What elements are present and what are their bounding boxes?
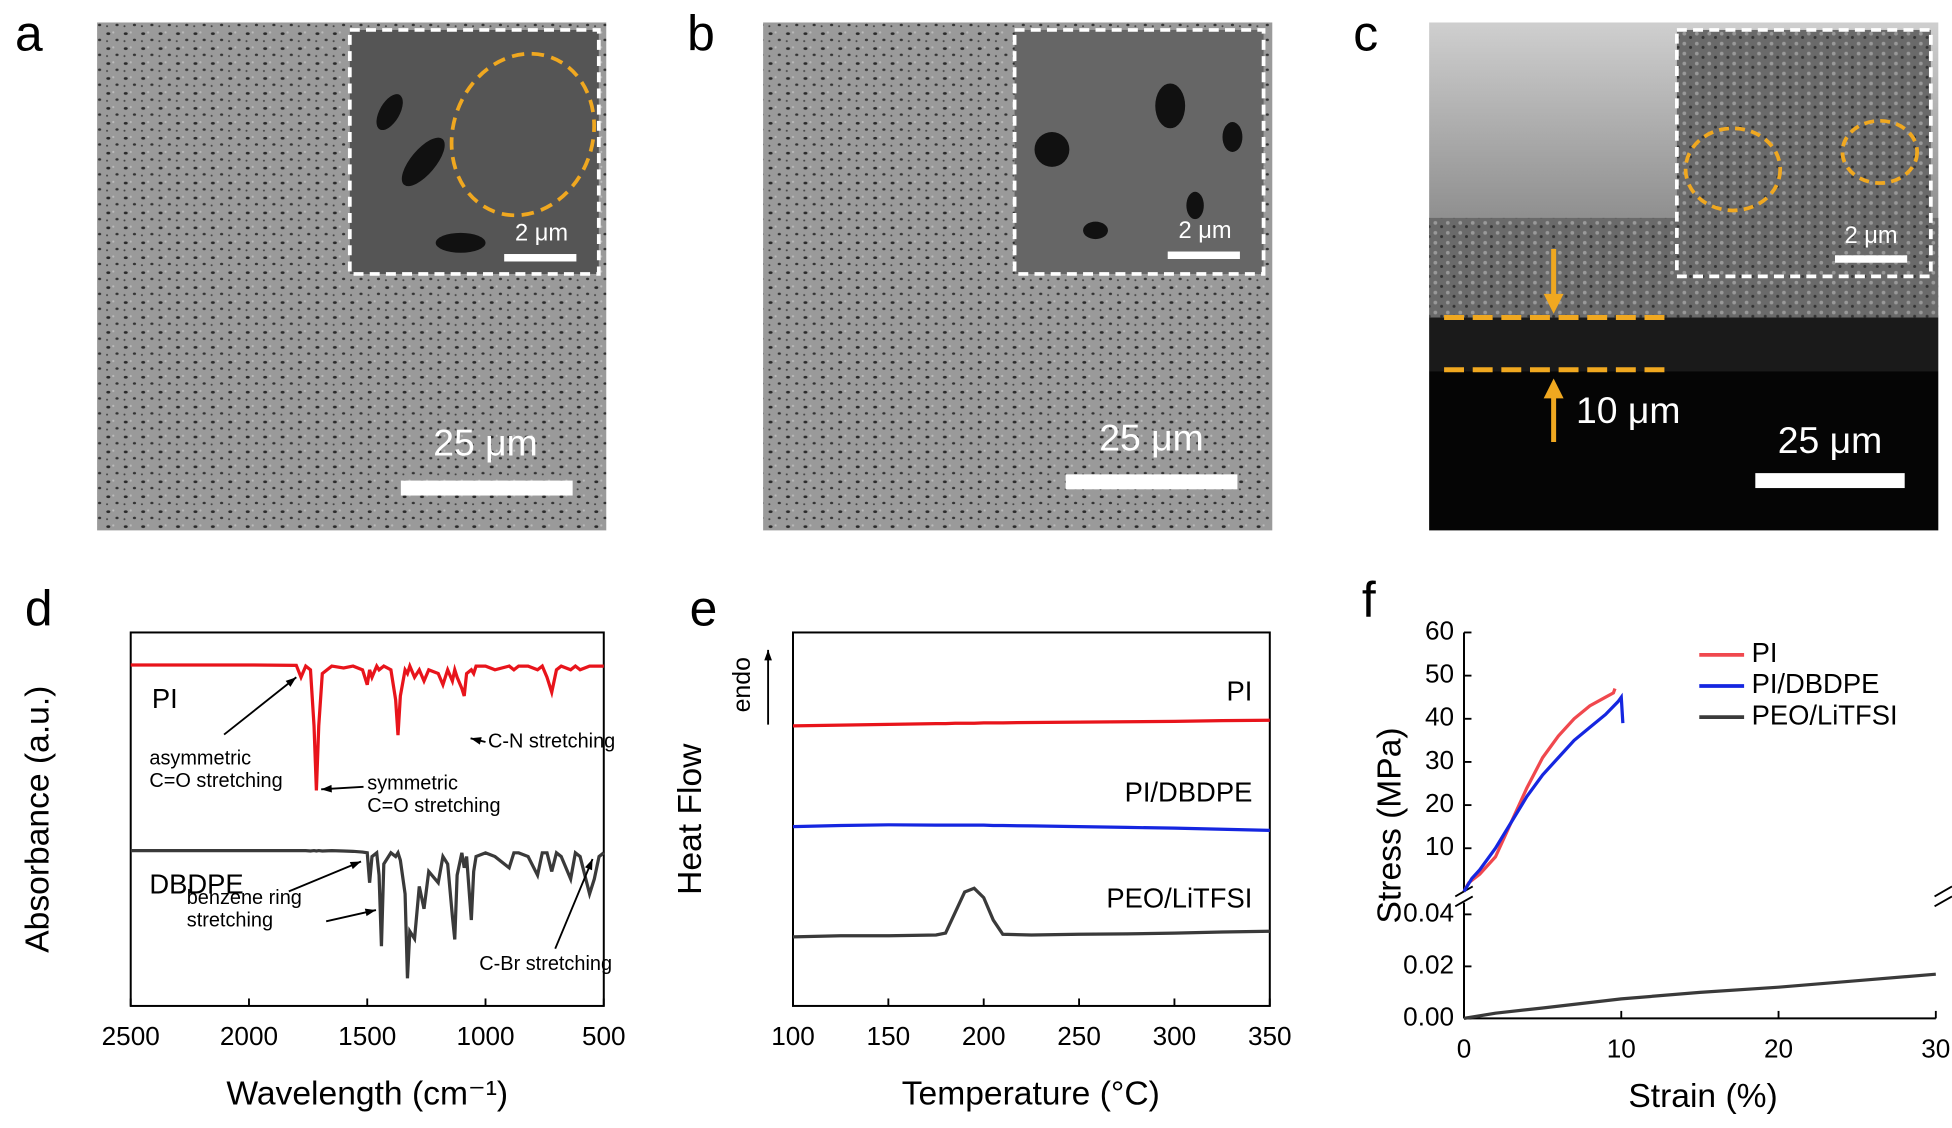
image-panel-a: a 2 μm 25 μm [15, 6, 607, 531]
image-panel-c: c 2 μm 10 μm 25 μm [1353, 6, 1939, 531]
y-tick-label: 0.02 [1403, 949, 1454, 979]
axis-break [1934, 885, 1952, 898]
series-line [1462, 688, 1617, 893]
series-line [792, 823, 1270, 833]
x-tick-label: 350 [1248, 1021, 1292, 1051]
plot-frame [129, 631, 605, 1007]
annotation-arrow [223, 676, 297, 736]
y-tick-label: 20 [1425, 788, 1454, 818]
annotation-arrowhead [364, 908, 376, 917]
inset-scale-bar [1834, 255, 1908, 263]
annotation: C-N stretching [488, 730, 615, 752]
sem-image-substrate [1429, 371, 1939, 531]
scale-bar [1065, 474, 1238, 490]
x-tick-label: 150 [867, 1021, 911, 1051]
x-tick-label: 20 [1764, 1034, 1793, 1064]
plot-frame [792, 631, 1271, 1007]
inset-scale-label: 2 μm [1845, 223, 1898, 249]
x-tick-label: 100 [771, 1021, 815, 1051]
scale-label: 25 μm [1099, 417, 1204, 459]
annotation-arrowhead [584, 859, 593, 871]
legend-label: PEO/LiTFSI [1752, 699, 1898, 730]
series-label: PI/DBDPE [1125, 777, 1253, 808]
axis-break [1934, 895, 1952, 908]
y-tick-label: 10 [1425, 831, 1454, 861]
inset [1675, 28, 1933, 279]
y-tick-label: 0.00 [1403, 1001, 1454, 1031]
y-tick-label: 50 [1425, 659, 1454, 689]
x-axis-title: Strain (%) [1628, 1078, 1777, 1115]
annotation: asymmetric [149, 748, 251, 770]
annotation: symmetric [367, 773, 458, 795]
annotation: stretching [187, 910, 273, 932]
series-label: DBDPE [149, 869, 243, 900]
annotation-arrowhead [470, 737, 482, 745]
x-axis-title: Temperature (°C) [902, 1075, 1160, 1112]
inset [347, 28, 601, 276]
annotation-arrowhead [764, 649, 772, 661]
annotation-arrowhead [321, 784, 332, 793]
annotation: benzene ring [187, 887, 302, 909]
x-tick-label: 1500 [338, 1021, 396, 1051]
image-panel-b: b 2 μm 25 μm [687, 6, 1273, 531]
scale-label: 25 μm [1778, 419, 1883, 461]
scale-bar [1755, 473, 1905, 489]
series-line [792, 886, 1270, 939]
annotation-arrowhead [349, 861, 362, 870]
x-tick-label: 2500 [102, 1021, 160, 1051]
x-tick-label: 30 [1921, 1034, 1950, 1064]
sem-image-layer [1429, 317, 1939, 372]
y-tick-label: 30 [1425, 745, 1454, 775]
legend-label: PI [1752, 637, 1778, 668]
series-line [1463, 972, 1936, 1020]
annotation: C=O stretching [149, 770, 282, 792]
y-tick-label: 0.04 [1403, 897, 1454, 927]
y-tick-label: 40 [1425, 702, 1454, 732]
x-tick-label: 10 [1607, 1034, 1636, 1064]
scale-label: 25 μm [433, 422, 538, 464]
annotation-arrowhead [285, 677, 297, 687]
series-label: PI [1226, 676, 1252, 707]
axis-break [1454, 895, 1474, 908]
annotation-arrow [554, 858, 594, 950]
x-axis-title: Wavelength (cm⁻¹) [226, 1075, 508, 1112]
annotation: C-Br stretching [479, 953, 612, 975]
x-tick-label: 200 [962, 1021, 1006, 1051]
panel-label: a [15, 6, 43, 62]
series-line [792, 718, 1270, 728]
series-line [130, 848, 605, 979]
series-line [1462, 692, 1625, 893]
panel-label: e [690, 581, 718, 637]
annotation: C=O stretching [367, 795, 500, 817]
x-tick-label: 300 [1153, 1021, 1197, 1051]
series-line [130, 661, 604, 791]
inset-scale-bar [504, 254, 577, 262]
series-label: PI [152, 683, 178, 714]
series-label: PEO/LiTFSI [1106, 882, 1252, 913]
x-tick-label: 250 [1057, 1021, 1101, 1051]
panel-label: b [687, 6, 715, 62]
panel-label: f [1362, 572, 1376, 628]
panel-label: c [1353, 6, 1378, 62]
y-axis-title: Absorbance (a.u.) [20, 686, 57, 953]
inset-scale-label: 2 μm [1179, 218, 1232, 244]
y-axis-title: Heat Flow [672, 743, 709, 895]
annotation: endo [728, 657, 756, 712]
scale-bar [400, 480, 573, 496]
thickness-label: 10 μm [1576, 389, 1681, 431]
x-tick-label: 1000 [456, 1021, 514, 1051]
x-tick-label: 500 [582, 1021, 626, 1051]
y-tick-label: 60 [1425, 615, 1454, 645]
x-tick-label: 0 [1457, 1034, 1472, 1064]
legend-label: PI/DBDPE [1752, 668, 1880, 699]
panel-label: d [25, 581, 53, 637]
annotation-arrow [288, 860, 362, 893]
inset-scale-bar [1167, 251, 1240, 259]
x-tick-label: 2000 [220, 1021, 278, 1051]
inset-scale-label: 2 μm [515, 220, 568, 246]
y-axis-title: Stress (MPa) [1372, 727, 1409, 923]
